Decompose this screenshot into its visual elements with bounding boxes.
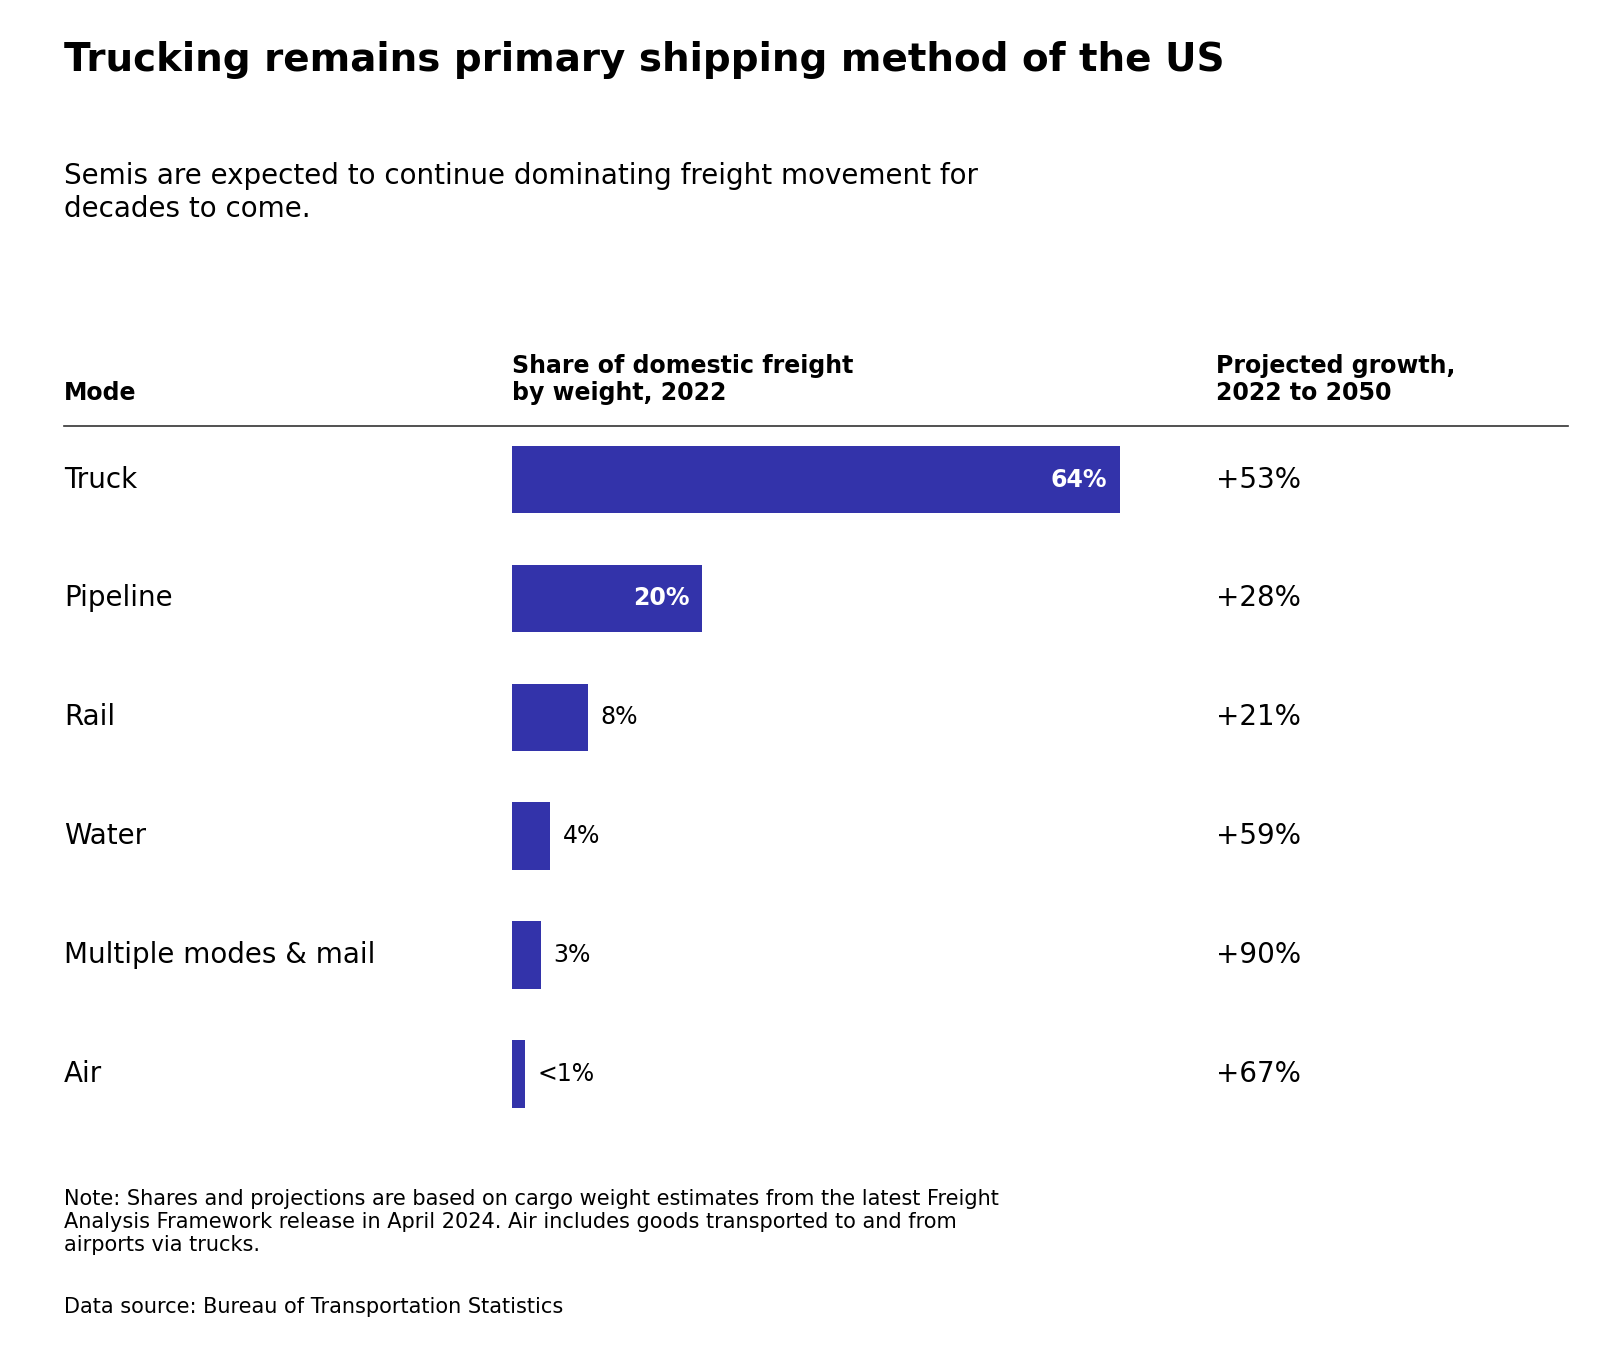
Text: Projected growth,
2022 to 2050: Projected growth, 2022 to 2050	[1216, 354, 1456, 405]
Text: 20%: 20%	[632, 586, 690, 611]
Text: Water: Water	[64, 823, 146, 850]
Text: 4%: 4%	[563, 824, 600, 848]
Bar	[512, 1040, 525, 1108]
Text: Share of domestic freight
by weight, 2022: Share of domestic freight by weight, 202…	[512, 354, 853, 405]
Text: 3%: 3%	[554, 943, 590, 967]
Bar	[512, 921, 541, 989]
Text: +28%: +28%	[1216, 585, 1301, 612]
Bar	[512, 446, 1120, 513]
Text: +59%: +59%	[1216, 823, 1301, 850]
Text: Trucking remains primary shipping method of the US: Trucking remains primary shipping method…	[64, 41, 1224, 78]
Text: +67%: +67%	[1216, 1061, 1301, 1088]
Text: 64%: 64%	[1051, 467, 1107, 492]
Text: Pipeline: Pipeline	[64, 585, 173, 612]
Bar	[512, 802, 550, 870]
Text: +21%: +21%	[1216, 704, 1301, 731]
Text: Truck: Truck	[64, 466, 138, 493]
Text: Note: Shares and projections are based on cargo weight estimates from the latest: Note: Shares and projections are based o…	[64, 1189, 998, 1255]
Text: +53%: +53%	[1216, 466, 1301, 493]
Text: <1%: <1%	[538, 1062, 595, 1086]
Bar	[512, 565, 702, 632]
Text: Rail: Rail	[64, 704, 115, 731]
Text: Mode: Mode	[64, 381, 136, 405]
Text: Air: Air	[64, 1061, 102, 1088]
Text: Data source: Bureau of Transportation Statistics: Data source: Bureau of Transportation St…	[64, 1297, 563, 1317]
Text: 8%: 8%	[602, 705, 638, 730]
Text: Multiple modes & mail: Multiple modes & mail	[64, 942, 376, 969]
Text: +90%: +90%	[1216, 942, 1301, 969]
Bar	[512, 684, 589, 751]
Text: Semis are expected to continue dominating freight movement for
decades to come.: Semis are expected to continue dominatin…	[64, 162, 978, 223]
